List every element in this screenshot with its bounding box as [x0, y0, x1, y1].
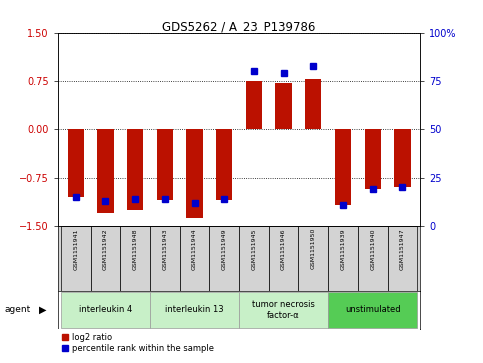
- Text: tumor necrosis
factor-α: tumor necrosis factor-α: [252, 300, 315, 320]
- Bar: [127, 129, 143, 210]
- Bar: [61, 226, 91, 291]
- Bar: [150, 292, 239, 328]
- Text: ▶: ▶: [39, 305, 46, 315]
- Bar: [298, 226, 328, 291]
- Text: agent: agent: [5, 305, 31, 314]
- Bar: [156, 129, 173, 200]
- Bar: [180, 226, 210, 291]
- Text: GSM1151939: GSM1151939: [341, 228, 345, 270]
- Bar: [120, 226, 150, 291]
- Text: GSM1151948: GSM1151948: [133, 228, 138, 270]
- Bar: [328, 226, 358, 291]
- Bar: [275, 83, 292, 129]
- Bar: [335, 129, 351, 205]
- Text: GSM1151949: GSM1151949: [222, 228, 227, 270]
- Text: GSM1151950: GSM1151950: [311, 228, 316, 269]
- Bar: [269, 226, 298, 291]
- Bar: [150, 226, 180, 291]
- Bar: [239, 226, 269, 291]
- Legend: log2 ratio, percentile rank within the sample: log2 ratio, percentile rank within the s…: [62, 334, 214, 353]
- Title: GDS5262 / A_23_P139786: GDS5262 / A_23_P139786: [162, 20, 316, 33]
- Bar: [365, 129, 381, 189]
- Text: interleukin 4: interleukin 4: [79, 305, 132, 314]
- Bar: [239, 292, 328, 328]
- Bar: [97, 129, 114, 213]
- Bar: [61, 292, 150, 328]
- Bar: [186, 129, 203, 219]
- Text: GSM1151940: GSM1151940: [370, 228, 375, 270]
- Text: interleukin 13: interleukin 13: [165, 305, 224, 314]
- Bar: [68, 129, 84, 197]
- Text: GSM1151944: GSM1151944: [192, 228, 197, 270]
- Text: GSM1151947: GSM1151947: [400, 228, 405, 270]
- Text: GSM1151941: GSM1151941: [73, 228, 78, 270]
- Bar: [246, 81, 262, 129]
- Bar: [91, 226, 120, 291]
- Text: GSM1151943: GSM1151943: [162, 228, 167, 270]
- Bar: [210, 226, 239, 291]
- Text: GSM1151946: GSM1151946: [281, 228, 286, 270]
- Bar: [216, 129, 232, 200]
- Bar: [387, 226, 417, 291]
- Text: GSM1151942: GSM1151942: [103, 228, 108, 270]
- Text: unstimulated: unstimulated: [345, 305, 400, 314]
- Bar: [305, 79, 322, 129]
- Text: GSM1151945: GSM1151945: [252, 228, 256, 270]
- Bar: [328, 292, 417, 328]
- Bar: [358, 226, 387, 291]
- Bar: [394, 129, 411, 187]
